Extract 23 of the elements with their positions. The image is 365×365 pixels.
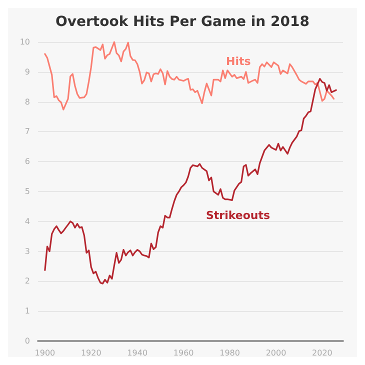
y-tick-label: 4	[24, 216, 30, 226]
line-series	[44, 78, 337, 284]
y-tick-label: 0	[24, 336, 30, 346]
x-tick-label: 2000	[266, 348, 286, 358]
y-tick-label: 3	[24, 246, 30, 256]
x-tick-label: 1900	[34, 348, 56, 358]
y-tick-label: 7	[24, 127, 30, 136]
x-tick-label: 1960	[173, 348, 194, 358]
line-series	[44, 41, 335, 110]
y-tick-label: 9	[24, 67, 30, 76]
y-tick-label: 5	[24, 187, 30, 196]
y-tick-label: 8	[24, 97, 30, 106]
y-tick-label: 1	[24, 306, 30, 316]
y-tick-label: 2	[24, 276, 30, 286]
x-tick-label: 1980	[220, 348, 240, 358]
y-tick-label: 10	[20, 38, 30, 46]
y-tick-label: 6	[24, 157, 30, 166]
x-tick-label: 2020	[312, 348, 332, 358]
x-tick-label: 1920	[80, 348, 102, 358]
annotation: Strikeouts	[206, 209, 271, 222]
chart-title: Overtook Hits Per Game in 2018	[56, 14, 310, 30]
annotation: Hits	[226, 55, 252, 68]
x-tick-label: 1940	[127, 348, 148, 358]
